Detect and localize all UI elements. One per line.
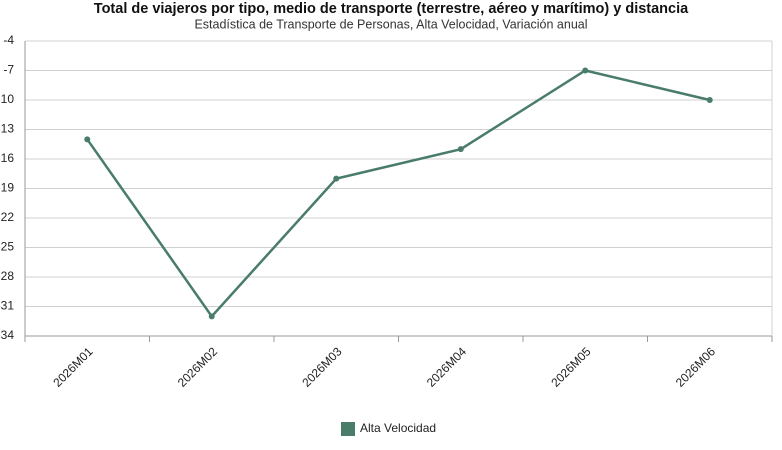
point — [706, 97, 713, 103]
y-tick-label: -19 — [0, 181, 14, 195]
point — [84, 136, 91, 143]
y-tick-label: -16 — [0, 151, 14, 165]
x-tick-label: 2026M01 — [50, 344, 96, 390]
x-tick-label: 2026M03 — [299, 344, 345, 390]
y-tick-label: -4 — [3, 33, 14, 47]
y-tick-label: -25 — [0, 240, 14, 254]
chart-subtitle: Estadística de Transporte de Personas, A… — [194, 17, 587, 31]
y-tick-label: -31 — [0, 299, 14, 313]
x-tick-label: 2026M02 — [175, 344, 221, 390]
y-tick-label: -34 — [0, 328, 14, 342]
point — [208, 313, 215, 320]
x-tick-label: 2026M06 — [673, 344, 719, 390]
y-tick-label: -28 — [0, 269, 14, 283]
y-tick-label: -22 — [0, 210, 14, 224]
y-tick-label: -7 — [3, 63, 14, 77]
chart-title: Total de viajeros por tipo, medio de tra… — [94, 1, 689, 17]
legend-swatch — [341, 422, 355, 436]
x-tick-label: 2026M04 — [424, 344, 470, 390]
x-tick-label: 2026M05 — [548, 344, 594, 390]
point — [582, 67, 589, 74]
line — [86, 69, 711, 319]
y-tick-label: -13 — [0, 122, 14, 136]
point — [457, 146, 464, 153]
legend-label: Alta Velocidad — [360, 421, 436, 435]
y-tick-label: -10 — [0, 92, 14, 106]
point — [333, 175, 340, 182]
